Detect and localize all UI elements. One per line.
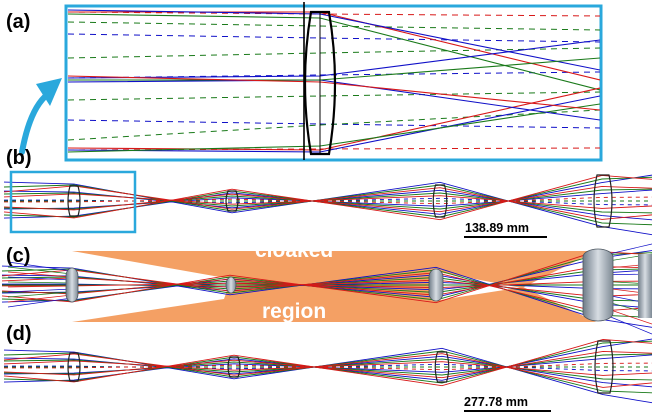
a-dash-right-5 [319, 123, 600, 129]
panel-b-highlight-box [9, 170, 137, 234]
b-lens-1 [67, 185, 81, 217]
a-dash-right-0 [319, 13, 600, 17]
d-lens-1 [67, 352, 81, 382]
panel-b-rays [3, 174, 652, 236]
c-input-ray-5 [7, 285, 73, 288]
panel-b [3, 170, 652, 236]
c-input-ray-4 [7, 281, 73, 284]
panel-d [3, 338, 652, 404]
c-input-ray-1 [7, 266, 73, 275]
b-ray-2-3 [3, 185, 652, 213]
b-lens-4 [593, 174, 613, 228]
d-ray-2-4 [3, 338, 652, 387]
a-dash-left-4 [67, 95, 321, 101]
c-lens-2 [225, 276, 237, 294]
c-lens-4 [582, 248, 614, 322]
panel-label-b: (b) [6, 147, 32, 169]
c-input-ray-6 [7, 288, 73, 293]
d-ray-2-0 [3, 353, 652, 388]
c-lens-3 [428, 268, 444, 302]
panel-a-lens [303, 10, 337, 156]
a-dash-left-2 [67, 52, 321, 59]
c-lens-1 [65, 267, 79, 303]
b-ray-2-1 [3, 193, 652, 209]
c-input-ray-7 [7, 291, 73, 298]
d-lens-3 [434, 351, 450, 383]
panel-c-rays [1, 243, 652, 335]
panel-label-d: (d) [6, 323, 32, 345]
d-ray-2-2 [4, 362, 652, 371]
c-input-ray-8 [7, 294, 73, 303]
d-lens-4 [594, 340, 614, 394]
c-input-ray-9 [7, 297, 73, 308]
magnify-arrowhead [36, 78, 62, 106]
magnify-arrow [19, 91, 51, 155]
a-dash-left-1 [67, 33, 321, 39]
panel-label-c: (c) [6, 245, 30, 267]
d-ray-2-3 [3, 350, 652, 379]
a-dash-right-7 [319, 25, 600, 31]
scale-text-d: 277.78 mm [464, 395, 528, 409]
cloaked-label: cloaked [255, 239, 333, 262]
c-input-ray-2 [7, 271, 73, 278]
a-dash-left-5 [67, 119, 321, 125]
a-dash-right-3 [319, 71, 600, 76]
panel-label-a: (a) [6, 11, 30, 33]
b-lens-3 [432, 184, 448, 218]
a-dash-left-7 [67, 21, 321, 27]
a-dash-right-2 [319, 47, 600, 54]
c-input-ray-0 [7, 261, 73, 272]
c-lens-5 [638, 254, 652, 318]
d-lens-2 [227, 356, 241, 378]
a-dash-right-4 [319, 91, 600, 97]
b-lens-2 [225, 190, 239, 212]
region-label: region [262, 300, 326, 323]
a-dash-right-6 [319, 147, 600, 150]
panel-d-rays [3, 338, 652, 404]
b-ray-0-2 [4, 197, 652, 206]
d-ray-0-2 [4, 363, 652, 372]
b-ray-2-2 [4, 196, 652, 205]
scale-text-b: 138.89 mm [465, 221, 529, 235]
panel-a [64, 2, 603, 162]
b-ray-2-4 [3, 174, 652, 221]
a-dash-right-8 [319, 109, 600, 126]
c-input-ray-3 [7, 276, 73, 281]
d-ray-2-1 [3, 360, 652, 376]
a-dash-left-8 [67, 124, 321, 141]
panel-c [1, 243, 652, 335]
a-dash-right-1 [319, 37, 600, 43]
